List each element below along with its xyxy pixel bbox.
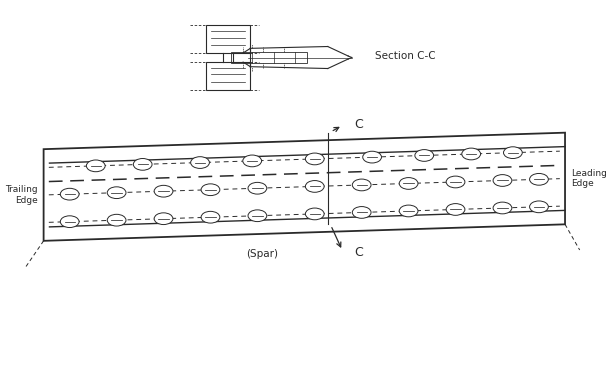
Circle shape (530, 173, 549, 185)
Text: Trailing
Edge: Trailing Edge (5, 185, 38, 205)
Polygon shape (44, 133, 565, 241)
Circle shape (446, 204, 465, 215)
Circle shape (107, 187, 126, 199)
Circle shape (60, 216, 79, 227)
Circle shape (305, 181, 324, 192)
Circle shape (352, 206, 371, 218)
Circle shape (446, 176, 465, 188)
Text: C: C (354, 118, 363, 131)
Text: Leading
Edge: Leading Edge (571, 169, 607, 188)
Circle shape (154, 185, 173, 197)
Circle shape (201, 211, 220, 223)
Circle shape (503, 147, 522, 159)
Circle shape (86, 160, 105, 172)
Circle shape (201, 184, 220, 195)
Circle shape (493, 202, 512, 214)
Bar (206, 62, 250, 89)
Circle shape (305, 208, 324, 220)
Circle shape (530, 201, 549, 213)
Bar (206, 25, 250, 53)
Circle shape (415, 150, 433, 161)
Circle shape (493, 174, 512, 186)
Circle shape (243, 155, 262, 167)
Text: (Spar): (Spar) (246, 248, 278, 259)
Circle shape (305, 153, 324, 165)
Circle shape (399, 205, 418, 217)
Circle shape (133, 159, 152, 170)
Text: Section C-C: Section C-C (375, 51, 435, 61)
Circle shape (191, 157, 210, 169)
Circle shape (154, 213, 173, 224)
Circle shape (60, 188, 79, 200)
Circle shape (462, 148, 481, 160)
Text: C: C (354, 246, 363, 259)
Circle shape (248, 183, 267, 194)
Bar (231, 52, 307, 63)
Circle shape (248, 210, 267, 222)
Circle shape (107, 214, 126, 226)
Circle shape (363, 151, 381, 163)
Circle shape (399, 178, 418, 189)
Circle shape (352, 179, 371, 191)
